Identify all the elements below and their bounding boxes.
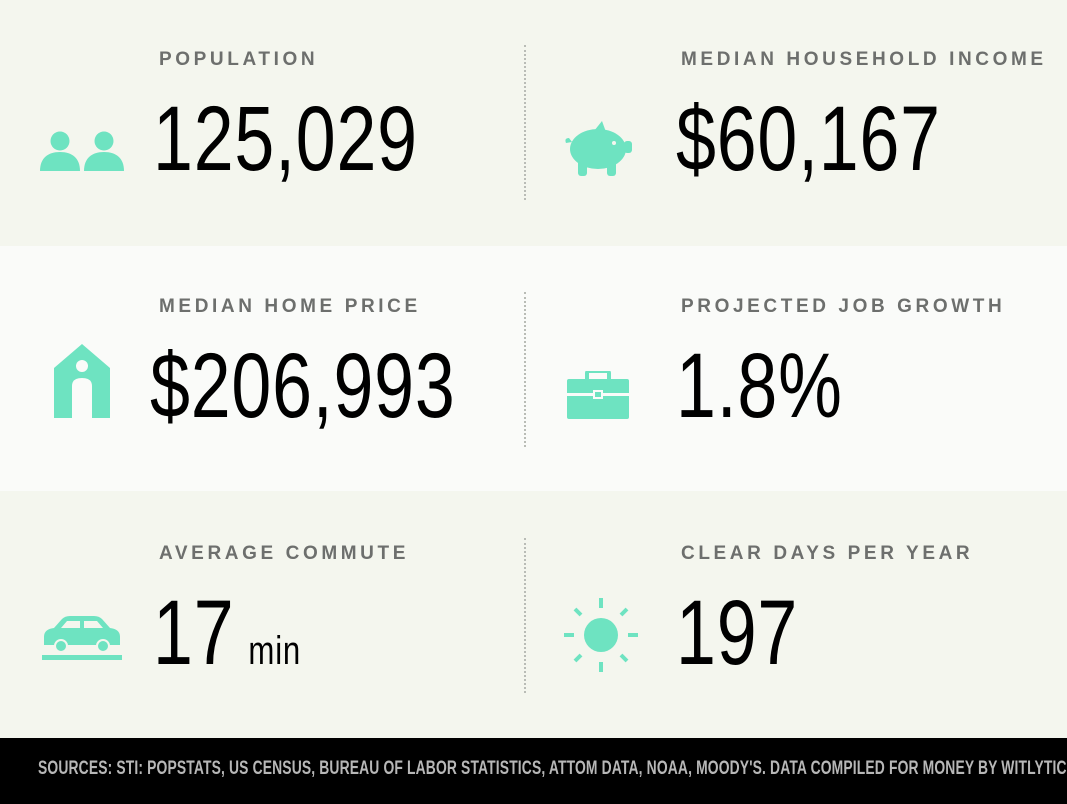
stats-row-3 — [0, 491, 1067, 738]
house-icon — [54, 344, 110, 418]
commute-unit: min — [248, 629, 302, 673]
column-divider — [524, 292, 526, 447]
clear-days-value: 197 — [676, 582, 799, 684]
piggy-bank-icon — [565, 121, 632, 176]
income-label: MEDIAN HOUSEHOLD INCOME — [681, 49, 1047, 70]
column-divider — [524, 538, 526, 693]
commute-value: 17 min — [153, 587, 301, 697]
clear-days-label: CLEAR DAYS PER YEAR — [681, 543, 974, 564]
people-icon — [40, 131, 124, 171]
stats-row-2 — [0, 246, 1067, 491]
commute-number: 17 — [153, 582, 235, 684]
stats-row-1 — [0, 0, 1067, 246]
income-value: $60,167 — [676, 88, 941, 190]
population-value: 125,029 — [153, 88, 418, 190]
car-icon — [42, 616, 122, 660]
job-growth-label: PROJECTED JOB GROWTH — [681, 296, 1006, 317]
column-divider — [524, 45, 526, 200]
sun-icon — [564, 598, 638, 672]
population-label: POPULATION — [159, 49, 319, 70]
briefcase-icon — [567, 371, 629, 419]
job-growth-value: 1.8% — [676, 335, 843, 437]
commute-label: AVERAGE COMMUTE — [159, 543, 409, 564]
home-price-label: MEDIAN HOME PRICE — [159, 296, 421, 317]
home-price-value: $206,993 — [150, 335, 456, 437]
footer-bar — [0, 738, 1067, 804]
sources-text: SOURCES: STI: POPSTATS, US CENSUS, BUREA… — [38, 758, 1067, 779]
